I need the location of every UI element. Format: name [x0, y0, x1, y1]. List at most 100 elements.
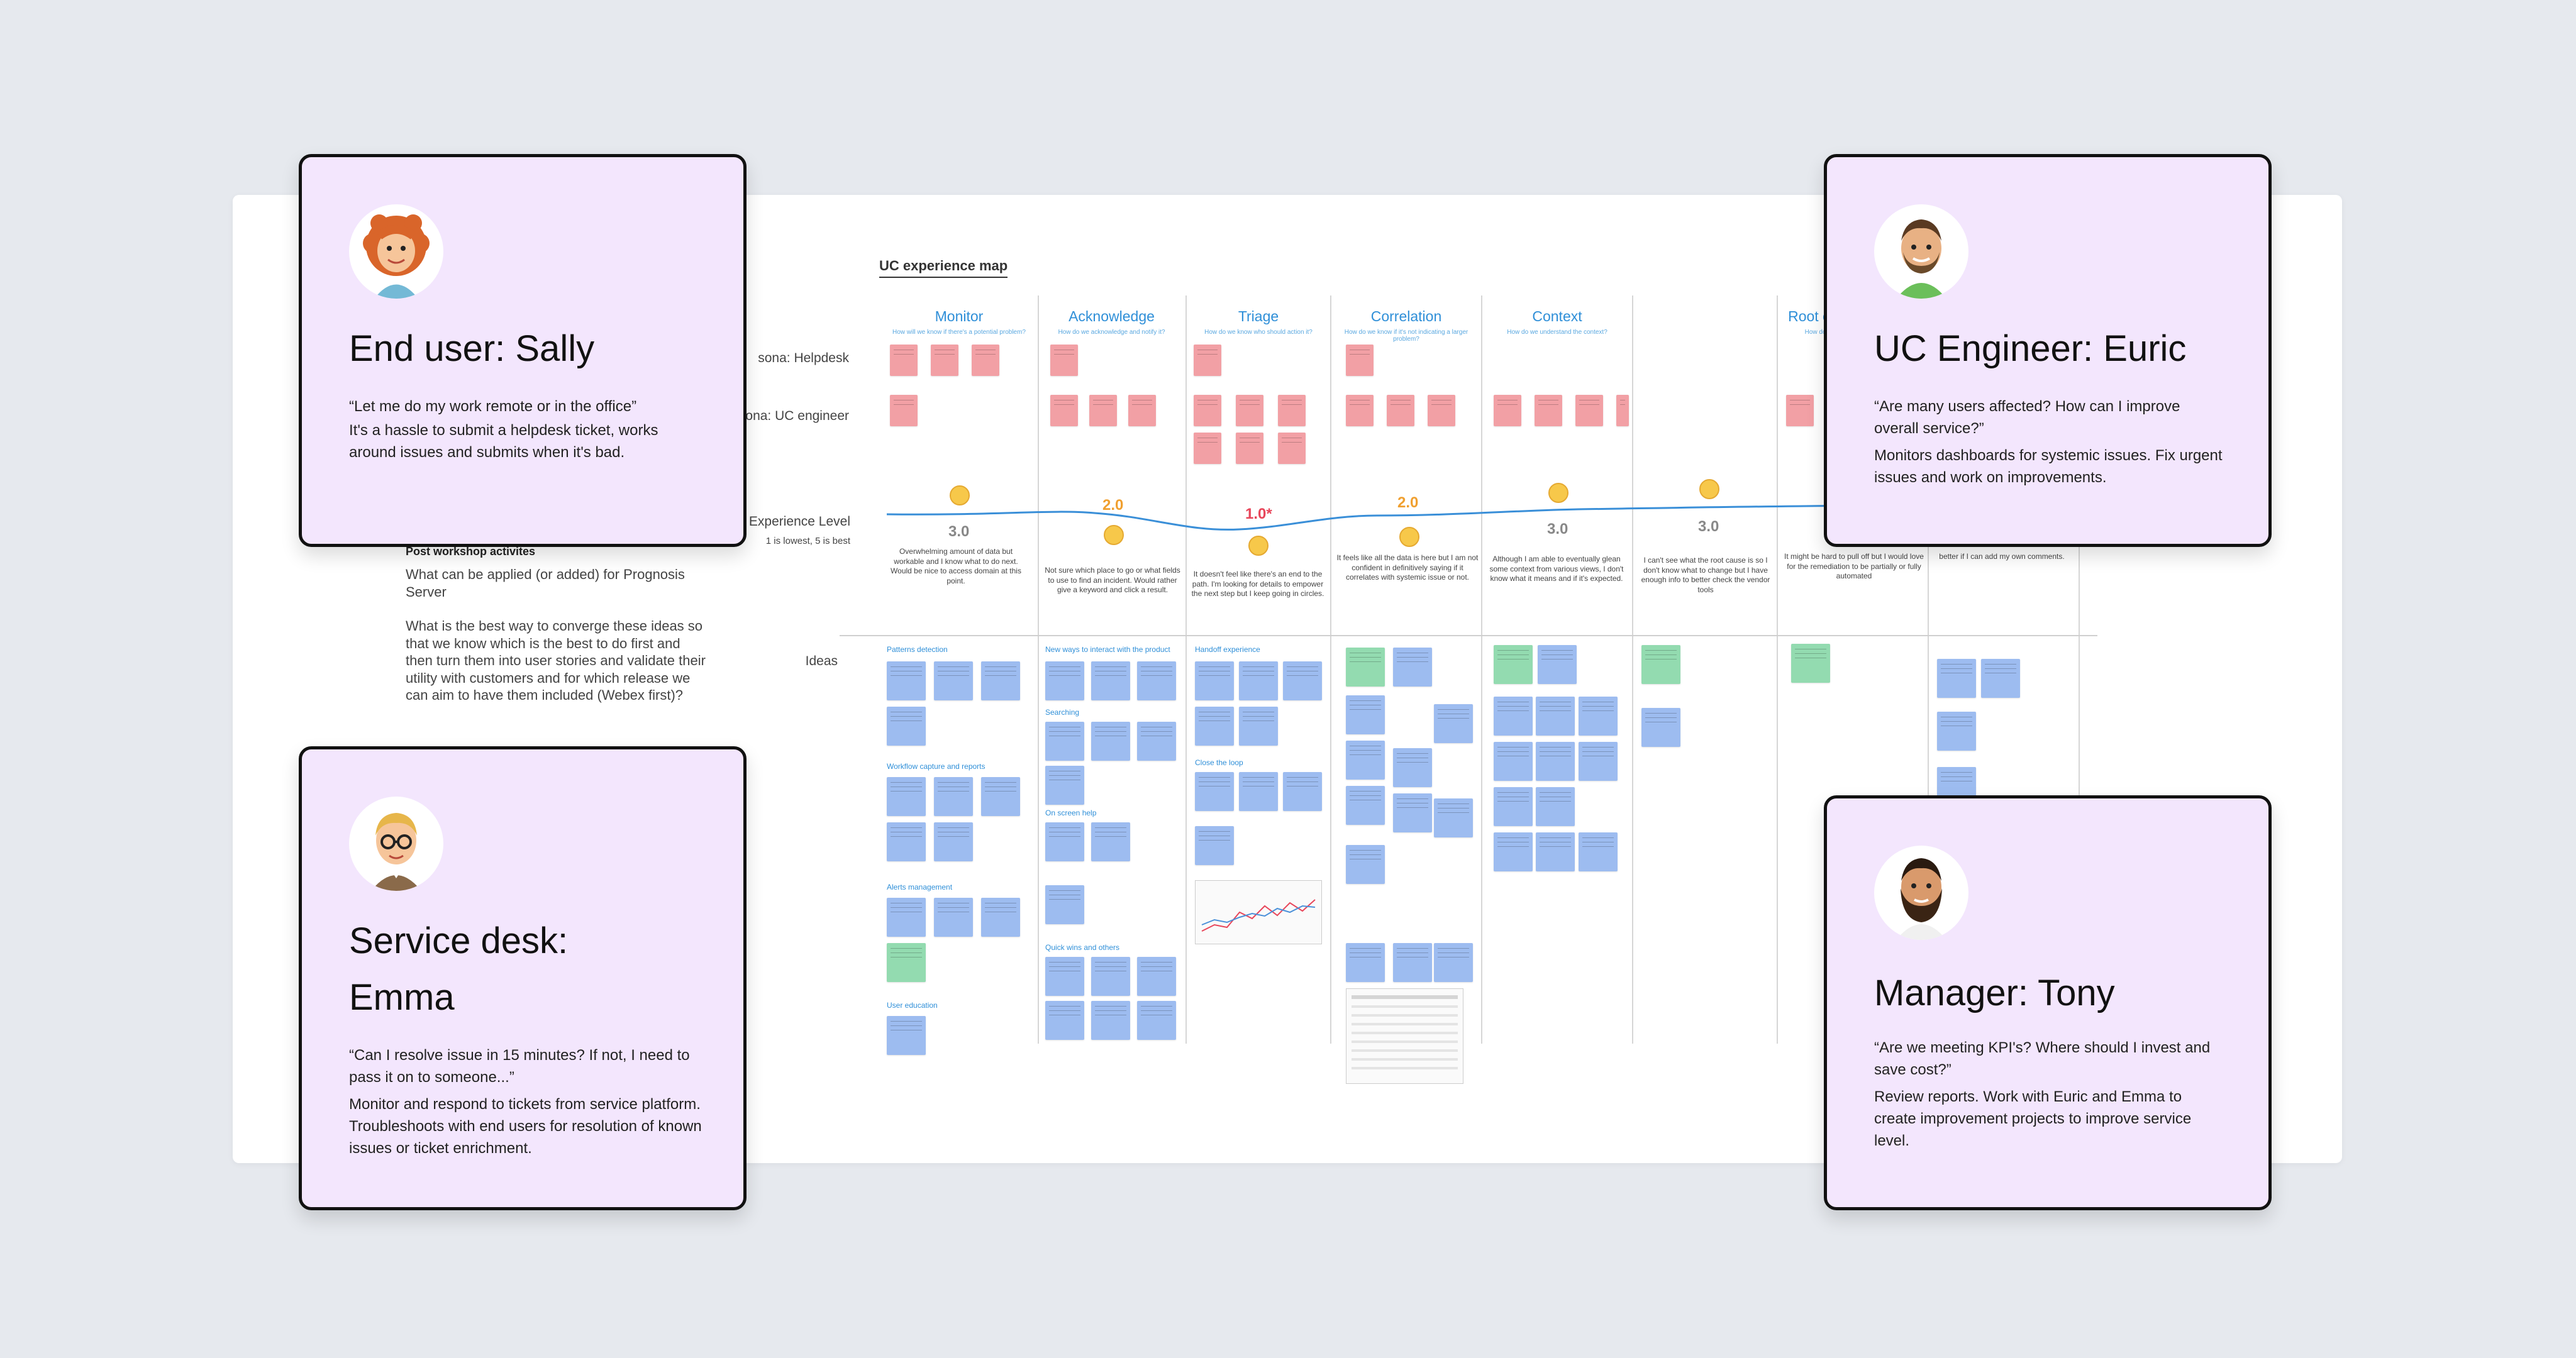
persona-card-tony[interactable]: Manager: Tony “Are we meeting KPI's? Whe… [1824, 795, 2272, 1210]
sticky-note[interactable] [1538, 645, 1577, 684]
sticky-note[interactable] [887, 777, 926, 816]
sticky-note[interactable] [1137, 1001, 1176, 1040]
sticky-note[interactable] [1346, 695, 1385, 734]
sticky-note[interactable] [1579, 742, 1618, 781]
sticky-note[interactable] [1791, 644, 1830, 683]
sticky-note[interactable] [1536, 742, 1575, 781]
sticky-note[interactable] [934, 822, 973, 861]
sticky-note[interactable] [1045, 957, 1084, 996]
sticky-note[interactable] [1091, 957, 1130, 996]
sticky-note[interactable] [1236, 433, 1263, 464]
stage-correlation[interactable]: Correlation How do we know if it's not i… [1333, 308, 1479, 343]
sticky-note[interactable] [1579, 832, 1618, 871]
sticky-note[interactable] [1494, 832, 1533, 871]
sticky-note[interactable] [1283, 772, 1322, 811]
sticky-note[interactable] [1494, 742, 1533, 781]
table-screenshot-thumbnail[interactable] [1346, 988, 1463, 1084]
sticky-note[interactable] [981, 661, 1020, 700]
sticky-note[interactable] [887, 822, 926, 861]
sticky-note[interactable] [1786, 395, 1814, 426]
sticky-note[interactable] [1137, 722, 1176, 761]
stage-context[interactable]: Context How do we understand the context… [1484, 308, 1630, 336]
sticky-note[interactable] [1937, 712, 1976, 751]
sticky-note[interactable] [1089, 395, 1117, 426]
sticky-note[interactable] [1346, 741, 1385, 780]
sticky-note[interactable] [1346, 786, 1385, 825]
sticky-note[interactable] [1393, 748, 1432, 787]
sticky-note[interactable] [1045, 885, 1084, 924]
persona-card-euric[interactable]: UC Engineer: Euric “Are many users affec… [1824, 154, 2272, 547]
sticky-note[interactable] [934, 898, 973, 937]
sticky-note[interactable] [1239, 707, 1278, 746]
sticky-note[interactable] [1137, 661, 1176, 700]
sticky-note[interactable] [1045, 766, 1084, 805]
sticky-note[interactable] [1616, 395, 1629, 426]
stage-acknowledge[interactable]: Acknowledge How do we acknowledge and no… [1041, 308, 1182, 336]
sticky-note[interactable] [1137, 957, 1176, 996]
sticky-note[interactable] [1494, 395, 1521, 426]
sticky-note[interactable] [1641, 708, 1680, 747]
sticky-note[interactable] [1195, 661, 1234, 700]
sticky-note[interactable] [1050, 395, 1078, 426]
sticky-note[interactable] [1239, 661, 1278, 700]
sticky-note[interactable] [887, 898, 926, 937]
sticky-note[interactable] [1194, 433, 1221, 464]
sticky-note[interactable] [1239, 772, 1278, 811]
sticky-note[interactable] [1128, 395, 1156, 426]
sticky-note[interactable] [931, 345, 958, 376]
stage-triage[interactable]: Triage How do we know who should action … [1189, 308, 1328, 336]
chart-screenshot-thumbnail[interactable] [1195, 880, 1322, 944]
sticky-note[interactable] [1937, 659, 1976, 698]
sticky-note[interactable] [981, 898, 1020, 937]
sticky-note[interactable] [1494, 697, 1533, 736]
sticky-note[interactable] [1194, 345, 1221, 376]
sticky-note[interactable] [1536, 697, 1575, 736]
sticky-note[interactable] [981, 777, 1020, 816]
sticky-note[interactable] [1387, 395, 1414, 426]
sticky-note[interactable] [890, 345, 918, 376]
sticky-note[interactable] [1091, 1001, 1130, 1040]
sticky-note[interactable] [1434, 943, 1473, 982]
sticky-note[interactable] [1393, 793, 1432, 832]
sticky-note[interactable] [1236, 395, 1263, 426]
sticky-note[interactable] [1575, 395, 1603, 426]
sticky-note[interactable] [1393, 648, 1432, 687]
sticky-note[interactable] [1494, 645, 1533, 684]
sticky-note[interactable] [1091, 722, 1130, 761]
sticky-note[interactable] [887, 707, 926, 746]
sticky-note[interactable] [890, 395, 918, 426]
sticky-note[interactable] [1579, 697, 1618, 736]
sticky-note[interactable] [1434, 704, 1473, 743]
sticky-note[interactable] [934, 777, 973, 816]
sticky-note[interactable] [1195, 707, 1234, 746]
sticky-note[interactable] [1045, 1001, 1084, 1040]
sticky-note[interactable] [934, 661, 973, 700]
sticky-note[interactable] [1535, 395, 1562, 426]
sticky-note[interactable] [1393, 943, 1432, 982]
sticky-note[interactable] [1195, 826, 1234, 865]
sticky-note[interactable] [1091, 661, 1130, 700]
sticky-note[interactable] [1091, 822, 1130, 861]
persona-card-emma[interactable]: Service desk: Emma “Can I resolve issue … [299, 746, 747, 1210]
sticky-note[interactable] [1050, 345, 1078, 376]
sticky-note[interactable] [887, 1016, 926, 1055]
sticky-note[interactable] [1981, 659, 2020, 698]
sticky-note[interactable] [1346, 845, 1385, 884]
sticky-note[interactable] [1428, 395, 1455, 426]
sticky-note[interactable] [1494, 787, 1533, 826]
sticky-note[interactable] [1346, 943, 1385, 982]
sticky-note[interactable] [1346, 345, 1374, 376]
persona-card-sally[interactable]: End user: Sally “Let me do my work remot… [299, 154, 747, 547]
sticky-note[interactable] [1283, 661, 1322, 700]
sticky-note[interactable] [1536, 832, 1575, 871]
sticky-note[interactable] [1278, 395, 1306, 426]
sticky-note[interactable] [1045, 822, 1084, 861]
stage-monitor[interactable]: Monitor How will we know if there's a po… [887, 308, 1031, 336]
sticky-note[interactable] [1641, 645, 1680, 684]
sticky-note[interactable] [1045, 722, 1084, 761]
sticky-note[interactable] [1195, 772, 1234, 811]
sticky-note[interactable] [972, 345, 999, 376]
sticky-note[interactable] [887, 661, 926, 700]
sticky-note[interactable] [1346, 395, 1374, 426]
sticky-note[interactable] [1045, 661, 1084, 700]
